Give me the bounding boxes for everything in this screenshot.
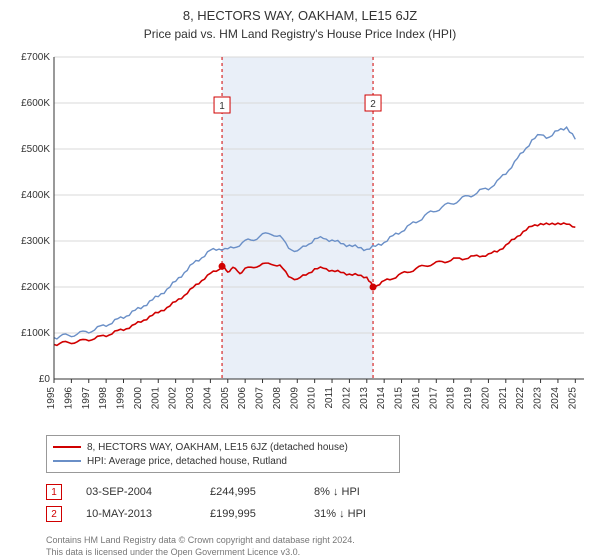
svg-text:2004: 2004 xyxy=(202,387,213,410)
sales-table: 1 03-SEP-2004 £244,995 8% ↓ HPI 2 10-MAY… xyxy=(46,481,600,525)
sale-diff-1: 8% ↓ HPI xyxy=(314,486,394,498)
svg-text:£300K: £300K xyxy=(21,236,50,247)
svg-text:£500K: £500K xyxy=(21,144,50,155)
sale-diff-2: 31% ↓ HPI xyxy=(314,508,394,520)
legend-box: 8, HECTORS WAY, OAKHAM, LE15 6JZ (detach… xyxy=(46,435,400,473)
sale-marker-1: 1 xyxy=(46,484,62,500)
svg-text:1: 1 xyxy=(219,101,225,112)
svg-text:£200K: £200K xyxy=(21,282,50,293)
legend-row-property: 8, HECTORS WAY, OAKHAM, LE15 6JZ (detach… xyxy=(53,440,393,454)
svg-text:£100K: £100K xyxy=(21,328,50,339)
svg-text:£700K: £700K xyxy=(21,52,50,63)
svg-text:£0: £0 xyxy=(39,374,51,385)
svg-text:2023: 2023 xyxy=(533,387,544,410)
chart-container: 8, HECTORS WAY, OAKHAM, LE15 6JZ Price p… xyxy=(0,0,600,558)
legend-swatch-property xyxy=(53,446,81,448)
sales-row-1: 1 03-SEP-2004 £244,995 8% ↓ HPI xyxy=(46,481,600,503)
svg-text:2024: 2024 xyxy=(550,387,561,410)
svg-text:1999: 1999 xyxy=(116,387,127,410)
svg-text:1997: 1997 xyxy=(81,387,92,410)
legend-swatch-hpi xyxy=(53,460,81,462)
sale-date-2: 10-MAY-2013 xyxy=(86,508,186,520)
sale-marker-2: 2 xyxy=(46,506,62,522)
chart-subtitle: Price paid vs. HM Land Registry's House … xyxy=(0,27,600,41)
svg-text:2020: 2020 xyxy=(480,387,491,410)
svg-text:2008: 2008 xyxy=(272,387,283,410)
svg-text:2015: 2015 xyxy=(394,387,405,410)
svg-text:£600K: £600K xyxy=(21,98,50,109)
svg-text:2017: 2017 xyxy=(428,387,439,410)
svg-text:2010: 2010 xyxy=(307,387,318,410)
svg-text:2001: 2001 xyxy=(150,387,161,410)
svg-text:2016: 2016 xyxy=(411,387,422,410)
sale-date-1: 03-SEP-2004 xyxy=(86,486,186,498)
svg-text:1998: 1998 xyxy=(98,387,109,410)
legend-row-hpi: HPI: Average price, detached house, Rutl… xyxy=(53,454,393,468)
svg-text:2014: 2014 xyxy=(376,387,387,410)
svg-text:2: 2 xyxy=(370,99,376,110)
svg-text:2018: 2018 xyxy=(446,387,457,410)
svg-text:2012: 2012 xyxy=(341,387,352,410)
legend-label-property: 8, HECTORS WAY, OAKHAM, LE15 6JZ (detach… xyxy=(87,442,348,453)
svg-text:2002: 2002 xyxy=(168,387,179,410)
svg-text:2005: 2005 xyxy=(220,387,231,410)
sale-price-2: £199,995 xyxy=(210,508,290,520)
chart-title: 8, HECTORS WAY, OAKHAM, LE15 6JZ xyxy=(0,8,600,23)
svg-text:2003: 2003 xyxy=(185,387,196,410)
svg-text:2025: 2025 xyxy=(567,387,578,410)
svg-text:2000: 2000 xyxy=(133,387,144,410)
sales-row-2: 2 10-MAY-2013 £199,995 31% ↓ HPI xyxy=(46,503,600,525)
svg-text:1996: 1996 xyxy=(63,387,74,410)
legend-label-hpi: HPI: Average price, detached house, Rutl… xyxy=(87,456,287,467)
footer-line-1: Contains HM Land Registry data © Crown c… xyxy=(46,535,600,547)
svg-text:2021: 2021 xyxy=(498,387,509,410)
sale-price-1: £244,995 xyxy=(210,486,290,498)
footer-line-2: This data is licensed under the Open Gov… xyxy=(46,547,600,559)
svg-text:2022: 2022 xyxy=(515,387,526,410)
svg-text:2006: 2006 xyxy=(237,387,248,410)
chart-plot: £0 £100K £200K £300K £400K £500K £600K £700K 1 2 1… xyxy=(8,49,592,429)
svg-text:1995: 1995 xyxy=(46,387,57,410)
svg-text:2019: 2019 xyxy=(463,387,474,410)
svg-text:2013: 2013 xyxy=(359,387,370,410)
svg-text:£400K: £400K xyxy=(21,190,50,201)
footer-text: Contains HM Land Registry data © Crown c… xyxy=(46,535,600,558)
svg-text:2007: 2007 xyxy=(255,387,266,410)
svg-text:2009: 2009 xyxy=(289,387,300,410)
svg-text:2011: 2011 xyxy=(324,387,335,409)
